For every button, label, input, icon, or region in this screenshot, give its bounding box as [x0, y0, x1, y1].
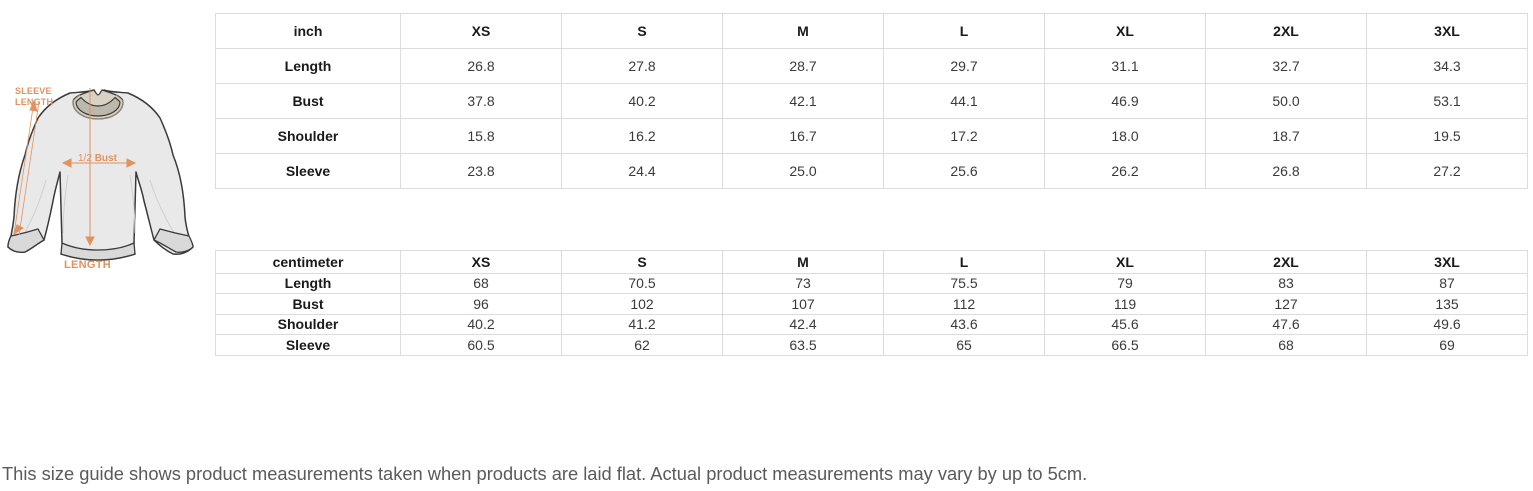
svg-text:SLEEVE: SLEEVE [15, 86, 52, 96]
svg-text:LENGTH: LENGTH [64, 259, 111, 271]
svg-text:1/2 Bust: 1/2 Bust [78, 153, 118, 164]
svg-text:LENGTH: LENGTH [15, 97, 53, 107]
